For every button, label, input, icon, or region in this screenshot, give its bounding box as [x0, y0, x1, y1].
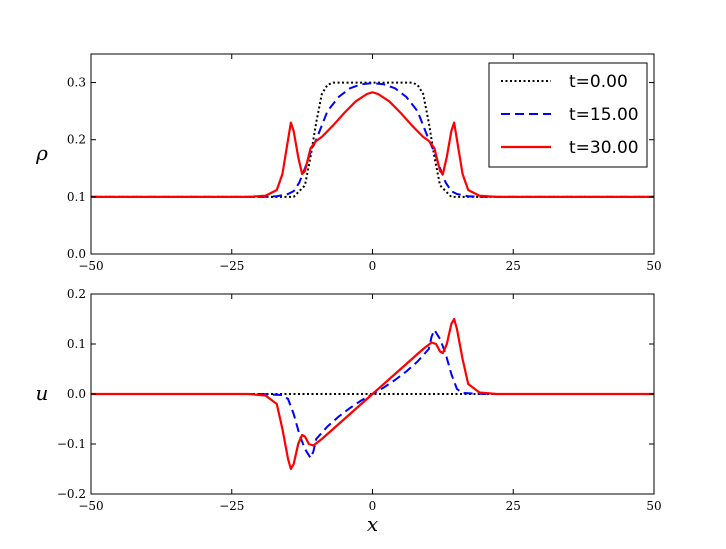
x-tick-label: −25	[219, 259, 244, 273]
y-tick-label: 0.0	[67, 247, 86, 261]
y-tick-label: 0.3	[67, 76, 86, 90]
legend-label: t=30.00	[569, 138, 639, 158]
series-group	[91, 317, 654, 471]
x-tick-label: −50	[78, 499, 103, 513]
series-group	[91, 81, 654, 198]
y-axis-label: ρ	[35, 141, 48, 165]
x-axis-label: x	[367, 512, 378, 536]
y-tick-label: −0.2	[57, 487, 86, 501]
y-tick-label: 0.2	[67, 287, 86, 301]
legend-label: t=0.00	[569, 72, 628, 92]
y-tick-label: −0.1	[57, 437, 86, 451]
y-tick-label: 0.0	[67, 387, 86, 401]
x-tick-label: 0	[369, 499, 377, 513]
x-tick-label: −25	[219, 499, 244, 513]
subplot-1: −50 −25 0 25 50 0.0 0.1 0.2 0.3 ρ t=0.00 t=15.00 t=3…	[35, 53, 662, 273]
x-tick-label: 50	[646, 259, 661, 273]
x-tick-label: 0	[369, 259, 377, 273]
y-tick-label: 0.2	[67, 133, 86, 147]
subplot-2: −50 −25 0 25 50 −0.2 −0.1 0.0 0.1 0.2 u x	[36, 287, 662, 536]
legend: t=0.00 t=15.00 t=30.00	[488, 62, 648, 168]
x-tick-label: 50	[646, 499, 661, 513]
y-tick-label: 0.1	[67, 190, 86, 204]
legend-label: t=15.00	[569, 105, 639, 125]
series-line-t=15.00	[91, 82, 654, 198]
series-line-t=30.00	[91, 91, 654, 198]
y-tick-label: 0.1	[67, 337, 86, 351]
x-tick-label: −50	[78, 259, 103, 273]
x-tick-label: 25	[506, 499, 521, 513]
x-tick-label: 25	[506, 259, 521, 273]
y-axis-label: u	[36, 381, 49, 405]
series-line-t=30.00	[91, 317, 654, 471]
